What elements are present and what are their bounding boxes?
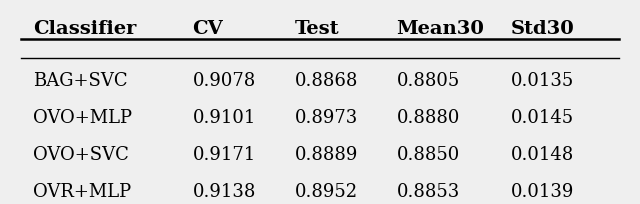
Text: OVR+MLP: OVR+MLP [33, 183, 131, 201]
Text: 0.8973: 0.8973 [294, 109, 358, 127]
Text: 0.9171: 0.9171 [193, 146, 256, 164]
Text: OVO+MLP: OVO+MLP [33, 109, 132, 127]
Text: 0.8868: 0.8868 [294, 72, 358, 90]
Text: 0.8889: 0.8889 [294, 146, 358, 164]
Text: 0.0148: 0.0148 [511, 146, 575, 164]
Text: 0.0139: 0.0139 [511, 183, 575, 201]
Text: Std30: Std30 [511, 20, 575, 38]
Text: Classifier: Classifier [33, 20, 136, 38]
Text: 0.8850: 0.8850 [396, 146, 460, 164]
Text: 0.9101: 0.9101 [193, 109, 256, 127]
Text: 0.0145: 0.0145 [511, 109, 574, 127]
Text: 0.8805: 0.8805 [396, 72, 460, 90]
Text: BAG+SVC: BAG+SVC [33, 72, 128, 90]
Text: 0.9078: 0.9078 [193, 72, 256, 90]
Text: OVO+SVC: OVO+SVC [33, 146, 129, 164]
Text: 0.0135: 0.0135 [511, 72, 575, 90]
Text: 0.8952: 0.8952 [294, 183, 358, 201]
Text: Mean30: Mean30 [396, 20, 484, 38]
Text: 0.9138: 0.9138 [193, 183, 256, 201]
Text: Test: Test [294, 20, 339, 38]
Text: 0.8853: 0.8853 [396, 183, 460, 201]
Text: 0.8880: 0.8880 [396, 109, 460, 127]
Text: CV: CV [193, 20, 223, 38]
